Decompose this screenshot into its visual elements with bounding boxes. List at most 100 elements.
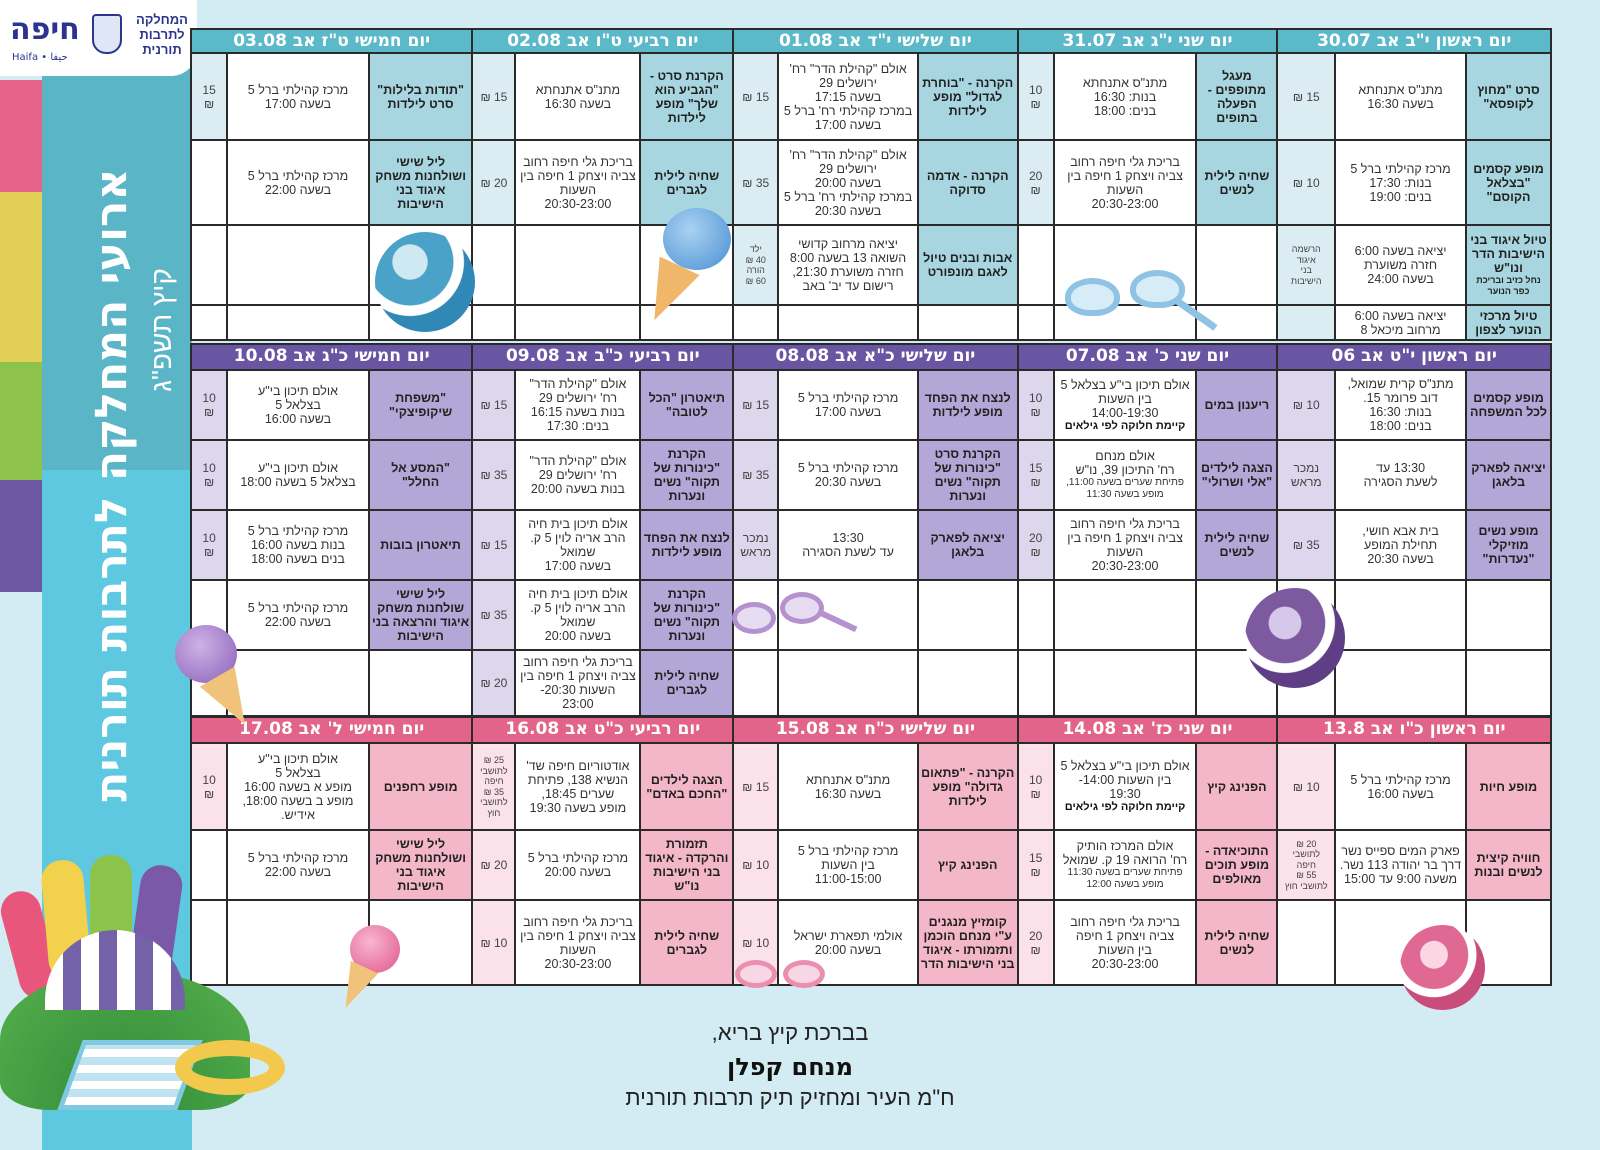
event-details-text: מתנ"ס אתנחתא בנות: 16:30 בנים: 18:00 — [1082, 75, 1168, 118]
event-details: אולם המרכז הותיק רח' הרואה 19 ק. שמואל פת… — [1054, 831, 1196, 899]
event-details: מרכז קהילתי ברל 5 בשעה 22:00 — [228, 831, 368, 899]
event-details-text: פארק המים ספייס נשר דרך בר יהודה 113 נשר… — [1339, 844, 1462, 886]
event-name: שחיה לילית לנשים — [1197, 511, 1277, 579]
event-name-text: חוויה קיצית לנשים ובנות — [1474, 851, 1543, 879]
event-details: מרכז קהילתי ברל 5 בשעה 20:00 — [516, 831, 640, 899]
event-name-text: מופע חיות — [1479, 779, 1538, 794]
event-price: נמכר מראש — [1278, 441, 1335, 509]
event-name-text: התוכיאדה - מופע תוכים מאולפים — [1204, 844, 1270, 886]
event-details-text: בריכת גלי חיפה רחוב צביה ויצחק 1 חיפה בי… — [1067, 154, 1183, 211]
event-details-text: מרכז קהילתי ברל 5 בנות: 17:30 בנים: 19:0… — [1350, 161, 1451, 204]
event-name-text: מופע רחפנים — [383, 779, 458, 794]
event-details-text: אולם תיכון בית חיה הרב אריה לוין 5 ק. שמ… — [528, 587, 628, 643]
event-details — [779, 581, 917, 649]
event-details: מרכז קהילתי ברל 5 בנות בשעה 16:00 בנים ב… — [228, 511, 368, 579]
logo-city: חיפה — [10, 12, 80, 47]
event-name-text: תזמורת והרקדה - איגוד בני הישיבות נו"ש — [645, 837, 729, 893]
week-grid: יום ראשון כ"ו אב 13.8 מופע חיות מרכז קהילת… — [190, 716, 1552, 986]
event-details — [516, 306, 640, 339]
event-name-text: מעגל מתופפים - הפעלה בתופים — [1207, 68, 1267, 125]
event-price: 15 ₪ — [734, 371, 778, 439]
event-details — [1054, 226, 1196, 304]
event-name — [641, 226, 733, 304]
event-price: 35 ₪ — [734, 441, 778, 509]
event-name-text: יציאה לפארק בלאגן — [930, 531, 1005, 559]
event-price: 35 ₪ — [1278, 511, 1335, 579]
event-details: מרכז קהילתי ברל 5 בנות: 17:30 בנים: 19:0… — [1336, 141, 1465, 224]
event-name-text: ליל שישי ושולחנות משחק איגוד בני הישיבות — [375, 837, 466, 893]
day-header: יום רביעי ט"ו אב 02.08 — [473, 30, 733, 52]
event-details: אולם תיכון בי"ע בצלאל 5 בשעה 18:00 — [228, 441, 368, 509]
event-name-text: יציאה לפארק בלאגן — [1471, 461, 1546, 489]
event-name — [1467, 581, 1550, 649]
event-details: מתנ"ס אתנחתא בשעה 16:30 — [516, 54, 640, 139]
event-price: 20 ₪ — [1018, 901, 1053, 984]
day-header: יום שני י"ג אב 31.07 — [1018, 30, 1277, 52]
event-details: אולם תיכון בי"ע בצלאל 5 מופע א בשעה 16:0… — [228, 744, 368, 829]
event-price — [473, 306, 515, 339]
event-price: 15 ₪ — [734, 54, 778, 139]
event-details — [228, 306, 368, 339]
event-price: 15 ₪ — [473, 371, 515, 439]
event-details-text: בריכת גלי חיפה רחוב צביה ויצחק 1 חיפה בי… — [520, 914, 636, 971]
event-name — [369, 901, 472, 984]
event-details-text: אולם "קהילת הדר" רח' ירושלים 29 בנות בשע… — [529, 454, 627, 496]
page-title: ארועי המחלקה לתרבות תורנית — [86, 168, 137, 802]
event-name: סרט "מחוץ לקופסא" — [1467, 54, 1550, 139]
footer-greeting: בברכת קיץ בריא, — [711, 1020, 869, 1045]
logo-department: המחלקה לתרבות תורנית — [136, 12, 188, 57]
event-details — [1336, 901, 1465, 984]
event-name: שחיה לילית לגברים — [641, 651, 733, 715]
event-details — [1054, 581, 1196, 649]
event-name: הקרנה - אדמה סדוקה — [918, 141, 1017, 224]
event-details: מרכז קהילתי ברל 5 בין השעות 11:00-15:00 — [779, 831, 917, 899]
event-price — [734, 651, 778, 715]
event-name: מופע נשים מוזיקלי "נעדרות" — [1467, 511, 1550, 579]
event-details: בריכת גלי חיפה רחוב צביה ויצחק 1 חיפה בי… — [516, 141, 640, 224]
page-subtitle: קיץ תשפ"ג — [146, 268, 177, 392]
event-details: אולם "קהילת הדר" רח' ירושלים 29 בנות בשע… — [516, 371, 640, 439]
event-details-text: יציאה בשעה 6:00 מרחוב מיכאל 8 — [1354, 308, 1447, 337]
event-price: 15 ₪ — [1018, 831, 1053, 899]
event-price: 20 ₪ לתושבי חיפה 55 ₪ לתושבי חוץ — [1278, 831, 1335, 899]
event-name: תזמורת והרקדה - איגוד בני הישיבות נו"ש — [641, 831, 733, 899]
event-name: הצגה לילדים "אלי ושרולי" — [1197, 441, 1277, 509]
event-name: הפנינג קיץ — [918, 831, 1017, 899]
event-name-text: הקרנה - "פתאום גדולה" מופע לילדות — [921, 765, 1015, 808]
event-price: 10 ₪ — [473, 901, 515, 984]
event-details: בריכת גלי חיפה רחוב צביה ויצחק 1 חיפה בי… — [1054, 901, 1196, 984]
event-price — [1018, 306, 1053, 339]
footer: בברכת קיץ בריא, מנחם קפלן ח"מ העיר ומחזי… — [590, 1015, 990, 1113]
event-name — [918, 581, 1017, 649]
event-details — [228, 651, 368, 715]
event-name-text: "משפחת שיקופיצקי" — [389, 391, 453, 419]
event-name — [1467, 651, 1550, 715]
event-name-text: הפנינג קיץ — [1207, 779, 1267, 794]
event-details-text: אולם "קהילת הדר" רח' ירושלים 29 בנות בשע… — [529, 377, 627, 433]
event-name-text: הקרנת סרט - "הגביע הוא שלך" מופע לילדות — [649, 68, 724, 125]
event-price — [192, 651, 227, 715]
event-details — [516, 226, 640, 304]
event-price: 15 ₪ — [192, 54, 227, 139]
event-name: שחיה לילית לגברים — [641, 141, 733, 224]
event-name: ליל שישי ושולחנות משחק איגוד בני הישיבות — [369, 831, 472, 899]
event-details-text: אולם תיכון בית חיה הרב אריה לוין 5 ק. שמ… — [528, 517, 628, 573]
event-name-text: טיול מרכזי הנוער לצפון — [1475, 308, 1542, 337]
stripe-purple — [0, 480, 42, 592]
event-price: 15 ₪ — [1018, 441, 1053, 509]
event-details-text: אולם תיכון בי"ע בצלאל 5 בין השעות 14:00-… — [1060, 377, 1190, 420]
day-header: יום שני כ' אב 07.08 — [1018, 345, 1277, 369]
event-name — [369, 226, 472, 304]
event-price: הרשמה איגוד בני הישיבות — [1278, 226, 1335, 304]
event-details: יציאה בשעה 6:00 מרחוב מיכאל 8 — [1336, 306, 1465, 339]
event-price: 10 ₪ — [734, 901, 778, 984]
event-price: 10 ₪ — [192, 441, 227, 509]
event-name-text: ליל שישי ושולחנות משחק איגוד בני הישיבות — [375, 154, 466, 211]
event-details: מרכז קהילתי ברל 5 בשעה 22:00 — [228, 141, 368, 224]
event-details-text: מתנ"ס אתנחתא בשעה 16:30 — [535, 82, 621, 111]
event-price — [192, 581, 227, 649]
event-name: שחיה לילית לנשים — [1197, 141, 1277, 224]
event-name-text: מופע נשים מוזיקלי "נעדרות" — [1478, 524, 1539, 566]
event-name: אבות ובנים טיול לאגם מונפורט — [918, 226, 1017, 304]
event-name: ליל שישי שולחנות משחק איגוד והרצאה בני ה… — [369, 581, 472, 649]
